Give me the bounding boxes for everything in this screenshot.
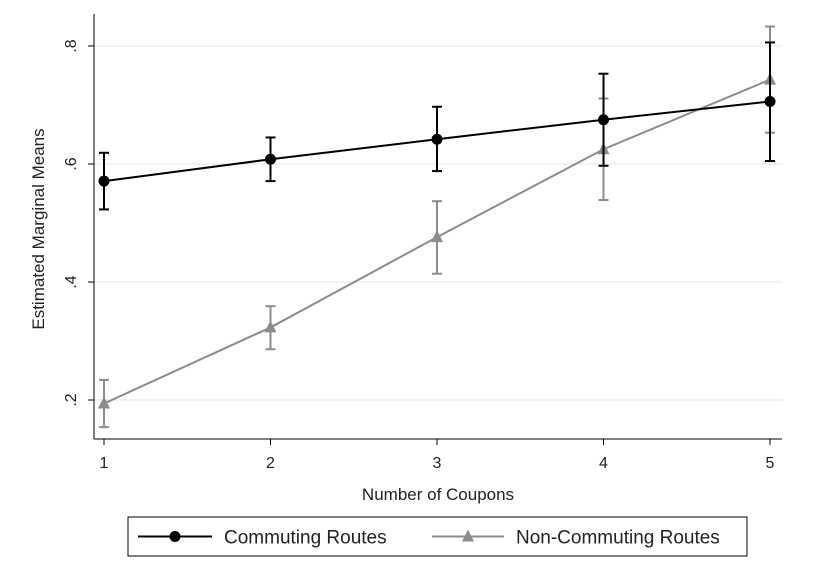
legend-marker-2: [462, 529, 474, 542]
series-1-point-3: [431, 133, 443, 145]
legend: Commuting Routes Non-Commuting Routes: [127, 516, 748, 557]
x-axis-title: Number of Coupons: [362, 485, 514, 504]
x-tick-label-3: 3: [433, 455, 442, 472]
series-2-point-1: [98, 396, 110, 409]
series-1-point-2: [265, 153, 276, 165]
legend-marker-1: [169, 531, 181, 542]
y-tick-label-4: .8: [63, 39, 80, 52]
x-tick-label-4: 4: [599, 455, 608, 472]
series-1-point-1: [98, 175, 110, 187]
x-tick-label-5: 5: [766, 455, 775, 472]
series-1-point-5: [764, 95, 776, 107]
x-tick-label-1: 1: [100, 455, 109, 472]
legend-label-2: Non-Commuting Routes: [516, 528, 720, 549]
series-2-point-3: [431, 230, 443, 243]
legend-label-1: Commuting Routes: [224, 528, 387, 549]
y-tick-label-2: .4: [63, 275, 80, 288]
grid-lines: [95, 45, 782, 401]
y-axis-title: Estimated Marginal Means: [29, 128, 48, 329]
series-1: [98, 41, 776, 211]
series-2-point-2: [264, 320, 277, 333]
series-layer: [98, 25, 776, 429]
x-tick-label-2: 2: [266, 455, 275, 472]
series-1-point-4: [598, 114, 609, 126]
y-tick-label-3: .6: [63, 157, 80, 170]
y-tick-label-1: .2: [63, 393, 80, 406]
axes: .2 .4 .6 .8 1 2 3 4 5: [63, 14, 782, 472]
